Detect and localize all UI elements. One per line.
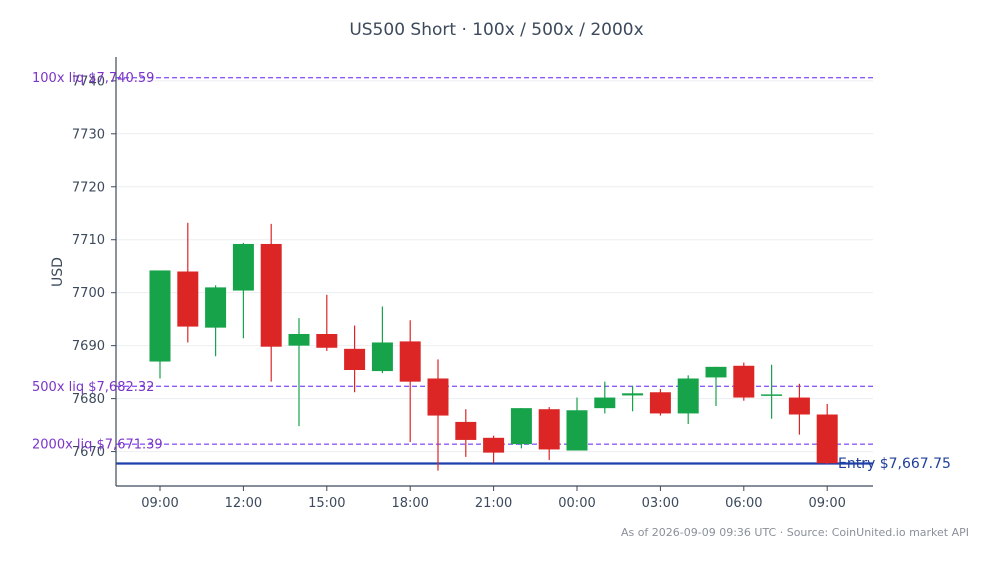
y-tick-label: 7730 — [72, 127, 105, 142]
candle-body — [371, 342, 393, 372]
candle-up — [677, 375, 699, 425]
liquidation-label: 2000x liq $7,671.39 — [32, 438, 163, 453]
candle-body — [788, 397, 810, 415]
x-tick-label: 15:00 — [308, 496, 345, 511]
candle-up — [371, 306, 393, 374]
candle-down — [733, 362, 755, 401]
footer-source: As of 2026-09-09 09:36 UTC · Source: Coi… — [620, 526, 969, 539]
candle-body — [288, 333, 310, 346]
candle-up — [149, 270, 171, 379]
candle-body — [566, 410, 588, 451]
candle-body — [538, 409, 560, 450]
candle-body — [594, 397, 616, 409]
candle-up — [566, 397, 588, 451]
candle-down — [316, 294, 338, 351]
candle-body — [177, 271, 199, 327]
candle-body — [677, 378, 699, 414]
candle-body — [622, 393, 644, 396]
candle-body — [816, 414, 838, 464]
candle-down — [788, 383, 810, 435]
candle-down — [177, 222, 199, 343]
candle-body — [705, 366, 727, 378]
y-tick-label: 7680 — [72, 392, 105, 407]
candle-up — [232, 242, 254, 339]
candle-down — [816, 403, 838, 465]
candle-up — [705, 366, 727, 407]
x-tick-label: 06:00 — [725, 496, 762, 511]
candle-down — [455, 409, 477, 457]
liquidation-label: 500x liq $7,682.32 — [32, 380, 154, 395]
candle-down — [260, 223, 282, 382]
candle-up — [288, 318, 310, 427]
y-tick-label: 7710 — [72, 233, 105, 248]
candle-body — [455, 421, 477, 440]
candle-body — [733, 365, 755, 398]
candle-body — [149, 270, 171, 362]
candle-body — [399, 341, 421, 382]
x-tick-label: 21:00 — [475, 496, 512, 511]
candle-up — [510, 408, 532, 449]
y-tick-label: 7700 — [72, 286, 105, 301]
candle-up — [205, 285, 227, 357]
candle-up — [761, 364, 783, 419]
candle-up — [622, 385, 644, 412]
entry-label: Entry $7,667.75 — [838, 456, 951, 472]
candle-down — [399, 320, 421, 443]
x-tick-label: 18:00 — [391, 496, 428, 511]
y-axis-label: USD — [50, 257, 66, 287]
chart-title: US500 Short · 100x / 500x / 2000x — [349, 20, 644, 40]
candle-body — [510, 408, 532, 445]
candle-body — [344, 348, 366, 371]
y-tick-label: 7670 — [72, 445, 105, 460]
candle-up — [594, 381, 616, 414]
candle-down — [427, 359, 449, 471]
candle-body — [649, 392, 671, 414]
x-tick-label: 12:00 — [225, 496, 262, 511]
candle-body — [427, 378, 449, 416]
x-tick-label: 09:00 — [808, 496, 845, 511]
x-tick-label: 00:00 — [558, 496, 595, 511]
y-tick-label: 7720 — [72, 180, 105, 195]
candle-down — [649, 389, 671, 416]
line-labels: 100x liq $7,740.59 500x liq $7,682.32 2000… — [32, 71, 951, 472]
candle-body — [205, 287, 227, 328]
axes: 7670 7680 7690 7700 7710 7720 7730 7740 09:00 12:… — [72, 57, 873, 511]
candle-body — [232, 243, 254, 291]
candle-down — [344, 325, 366, 393]
candle-body — [483, 437, 505, 453]
y-tick-label: 7690 — [72, 339, 105, 354]
candle-down — [538, 407, 560, 461]
y-tick-label: 7740 — [72, 74, 105, 89]
x-tick-label: 09:00 — [141, 496, 178, 511]
candle-body — [761, 394, 783, 396]
candle-down — [483, 435, 505, 464]
reference-lines — [116, 77, 873, 465]
x-tick-label: 03:00 — [642, 496, 679, 511]
gridlines — [116, 80, 873, 453]
liquidation-label: 100x liq $7,740.59 — [32, 71, 154, 86]
candle-body — [260, 243, 282, 347]
candle-body — [316, 333, 338, 348]
candles — [149, 222, 838, 471]
